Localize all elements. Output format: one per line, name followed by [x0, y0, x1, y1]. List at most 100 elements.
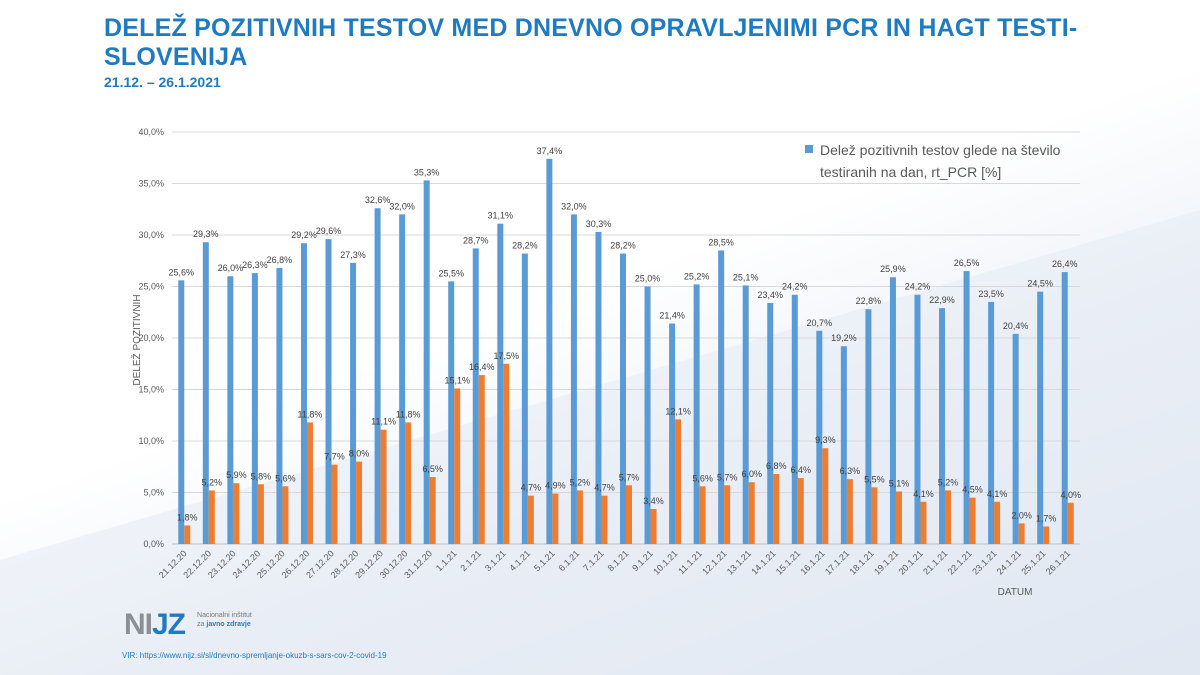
bar-orange — [626, 485, 632, 544]
data-label: 9,3% — [815, 435, 836, 445]
data-label: 30,3% — [586, 219, 612, 229]
bar-blue — [1037, 291, 1044, 544]
bar-blue — [227, 276, 234, 544]
bar-orange — [184, 525, 191, 544]
bar-blue — [889, 277, 896, 544]
data-label: 4,1% — [913, 489, 934, 499]
bar-blue — [399, 214, 406, 544]
data-label: 25,9% — [880, 264, 906, 274]
bar-orange — [306, 422, 313, 544]
bar-orange — [797, 478, 804, 544]
bar-blue — [914, 294, 921, 544]
bar-blue — [546, 158, 553, 544]
bar-blue — [767, 302, 774, 544]
bar-orange — [380, 429, 387, 544]
data-label: 29,3% — [193, 229, 219, 239]
data-label: 1,8% — [177, 512, 198, 522]
data-label: 26,8% — [267, 255, 293, 265]
data-label: 6,5% — [422, 464, 443, 474]
data-label: 29,2% — [291, 230, 317, 240]
data-label: 28,2% — [512, 241, 538, 251]
x-tick-label: 5.1.21 — [532, 548, 557, 573]
bar-blue — [693, 284, 700, 544]
bar-orange — [945, 490, 952, 544]
x-tick-label: 23.1.21 — [970, 548, 998, 576]
data-label: 23,4% — [757, 290, 783, 300]
x-tick-label: 4.1.21 — [507, 548, 532, 573]
bar-blue — [718, 250, 725, 544]
x-tick-label: 21.1.21 — [921, 548, 949, 576]
x-tick-label: 15.1.21 — [774, 548, 802, 576]
page-subtitle: 21.12. – 26.1.2021 — [104, 74, 221, 90]
data-label: 7,7% — [324, 452, 345, 462]
data-label: 22,9% — [929, 295, 955, 305]
logo-mark: NIJZ — [124, 608, 186, 641]
bar-orange — [405, 422, 412, 544]
bar-blue — [178, 280, 185, 544]
source-link[interactable]: VIR: https://www.nijz.si/sl/dnevno-sprem… — [122, 651, 387, 660]
bar-orange — [257, 484, 264, 544]
x-tick-label: 16.1.21 — [798, 548, 826, 576]
data-label: 28,2% — [610, 241, 636, 251]
page-title: DELEŽ POZITIVNIH TESTOV MED DNEVNO OPRAV… — [104, 14, 1078, 71]
data-label: 4,0% — [1060, 490, 1081, 500]
data-label: 4,7% — [521, 483, 542, 493]
x-tick-label: 25.1.21 — [1019, 548, 1047, 576]
data-label: 5,2% — [938, 477, 959, 487]
data-label: 29,6% — [316, 226, 342, 236]
bar-orange — [1067, 502, 1074, 544]
bar-blue — [865, 309, 872, 544]
data-label: 32,0% — [561, 201, 587, 211]
bar-orange — [429, 477, 436, 544]
bar-blue — [374, 208, 381, 544]
data-label: 25,0% — [635, 274, 661, 284]
data-label: 6,4% — [791, 465, 812, 475]
bar-blue — [202, 242, 209, 544]
bar-orange — [822, 448, 829, 544]
bar-orange — [331, 464, 338, 544]
data-label: 32,6% — [365, 195, 391, 205]
data-label: 4,1% — [987, 489, 1008, 499]
data-label: 12,1% — [665, 406, 691, 416]
logo-text: Nacionalni inštitut za javno zdravje — [197, 612, 252, 628]
data-label: 5,5% — [864, 474, 885, 484]
data-label: 4,5% — [962, 485, 983, 495]
legend-line: Delež pozitivnih testov glede na število — [820, 142, 1061, 158]
data-label: 6,8% — [766, 461, 787, 471]
data-label: 3,4% — [643, 496, 664, 506]
data-label: 5,9% — [226, 470, 247, 480]
data-label: 37,4% — [537, 146, 563, 156]
bar-orange — [994, 501, 1001, 544]
bar-orange — [601, 495, 608, 544]
y-tick-label: 0,0% — [143, 539, 164, 549]
legend-swatch-blue — [805, 145, 813, 153]
data-label: 16,4% — [469, 362, 495, 372]
y-tick-label: 20,0% — [138, 333, 164, 343]
nijz-logo: NIJZ Nacionalni inštitut za javno zdravje — [124, 608, 252, 642]
bar-orange — [454, 388, 461, 544]
data-label: 8,0% — [349, 449, 370, 459]
x-tick-label: 26.1.21 — [1044, 548, 1072, 576]
bar-orange — [650, 508, 657, 544]
bar-blue — [1061, 272, 1068, 544]
bar-orange — [773, 473, 780, 544]
bar-blue — [963, 271, 970, 544]
bar-blue — [939, 308, 946, 544]
x-tick-label: 14.1.21 — [749, 548, 777, 576]
bar-orange — [503, 363, 510, 544]
bar-blue — [620, 253, 626, 545]
x-tick-label: 18.1.21 — [848, 548, 876, 576]
data-label: 5,6% — [275, 473, 296, 483]
bars — [178, 158, 1074, 545]
bar-blue — [325, 239, 332, 544]
bar-orange — [1018, 523, 1025, 544]
data-label: 5,1% — [889, 478, 910, 488]
bar-orange — [748, 482, 755, 544]
y-axis-ticks: 0,0% 5,0% 10,0% 15,0% 20,0% 25,0% 30,0% 35,0% 40… — [138, 127, 164, 549]
data-label: 26,0% — [218, 263, 244, 273]
x-tick-label: 17.1.21 — [823, 548, 851, 576]
bar-orange — [552, 493, 559, 544]
data-label: 25,5% — [438, 268, 464, 278]
x-tick-label: 7.1.21 — [581, 548, 606, 573]
